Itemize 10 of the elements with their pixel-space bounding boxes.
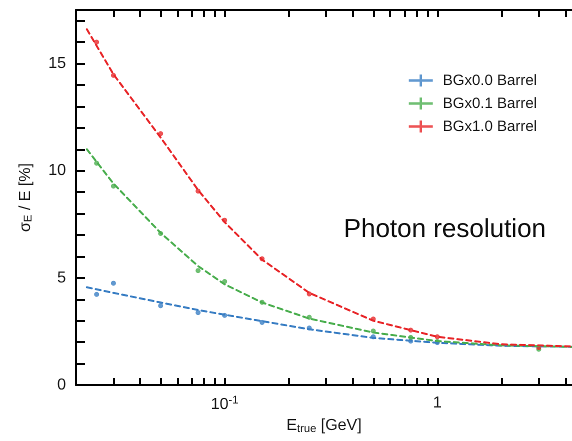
y-axis-title: σE / E [%] (16, 163, 34, 232)
legend-label: BGx0.1 Barrel (442, 95, 538, 112)
y-tick-label: 15 (48, 55, 66, 72)
y-tick-label: 5 (57, 269, 66, 286)
legend-label: BGx1.0 Barrel (442, 118, 538, 135)
y-tick-label: 0 (57, 376, 66, 394)
x-tick-label: 1 (432, 394, 442, 412)
annotation: Photon resolution (344, 213, 546, 243)
legend-label: BGx0.0 Barrel (442, 72, 538, 89)
y-tick-label: 10 (48, 162, 66, 180)
